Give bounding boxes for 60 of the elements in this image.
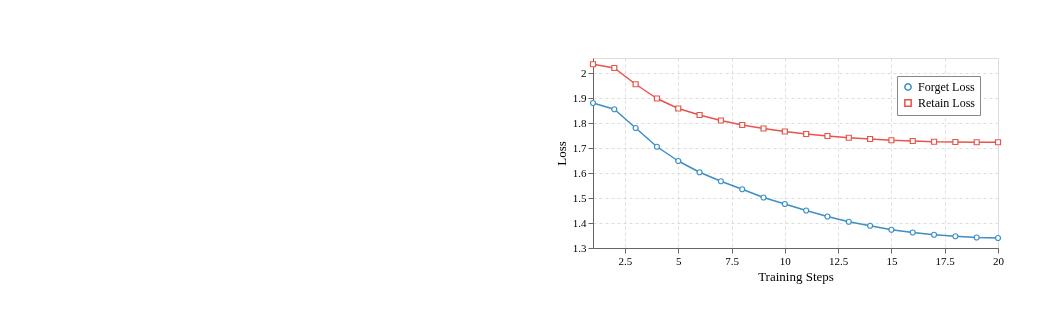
y-tick-label: 2 xyxy=(581,66,587,79)
point xyxy=(930,138,938,145)
point xyxy=(675,105,682,112)
point xyxy=(973,234,980,241)
point xyxy=(952,138,959,146)
y-tick-label: 1.8 xyxy=(572,116,587,129)
point xyxy=(653,143,661,150)
y-axis-title: Loss xyxy=(553,141,569,166)
point xyxy=(909,229,916,236)
point xyxy=(994,139,1002,146)
point xyxy=(930,231,938,238)
x-tick-label: 20 xyxy=(993,254,1005,267)
point xyxy=(888,137,895,144)
x-tick-label: 17.5 xyxy=(935,254,956,267)
x-tick-label: 10 xyxy=(779,254,792,267)
point xyxy=(611,64,618,72)
point xyxy=(803,207,810,214)
point xyxy=(611,106,618,113)
point xyxy=(696,169,703,176)
point xyxy=(909,137,916,145)
x-tick-label: 7.5 xyxy=(725,254,740,267)
y-tick-label: 1.7 xyxy=(572,141,587,154)
y-tick-label: 1.6 xyxy=(572,166,587,179)
point xyxy=(717,117,724,124)
point xyxy=(888,226,895,233)
point xyxy=(973,139,980,146)
x-tick-label: 5 xyxy=(676,254,683,267)
x-axis-title: Training Steps xyxy=(758,268,834,284)
y-tick-label: 1.5 xyxy=(572,191,587,204)
point xyxy=(867,222,874,229)
point xyxy=(632,81,639,88)
point xyxy=(589,61,597,68)
x-tick-label: 12.5 xyxy=(829,254,849,267)
point xyxy=(803,130,810,138)
point xyxy=(824,132,831,140)
point xyxy=(653,95,661,102)
y-tick-label: 1.3 xyxy=(572,241,587,254)
point xyxy=(845,134,852,141)
point xyxy=(760,125,767,132)
x-tick-label: 2.5 xyxy=(618,254,633,267)
point xyxy=(675,157,682,165)
point xyxy=(994,234,1002,242)
legend-label: Retain Loss xyxy=(918,96,976,110)
point xyxy=(739,121,746,129)
point xyxy=(717,178,724,185)
point xyxy=(824,213,831,220)
point xyxy=(760,194,767,201)
point xyxy=(739,186,746,193)
point xyxy=(696,111,703,119)
point xyxy=(952,233,959,240)
legend-label: Forget Loss xyxy=(918,80,976,94)
point xyxy=(589,99,597,107)
y-tick-label: 1.4 xyxy=(572,216,587,229)
x-tick-label: 15 xyxy=(886,254,898,267)
point xyxy=(845,218,852,225)
point xyxy=(781,128,788,135)
y-tick-label: 1.9 xyxy=(572,91,587,104)
point xyxy=(867,135,874,143)
point xyxy=(781,200,788,208)
point xyxy=(632,124,639,132)
